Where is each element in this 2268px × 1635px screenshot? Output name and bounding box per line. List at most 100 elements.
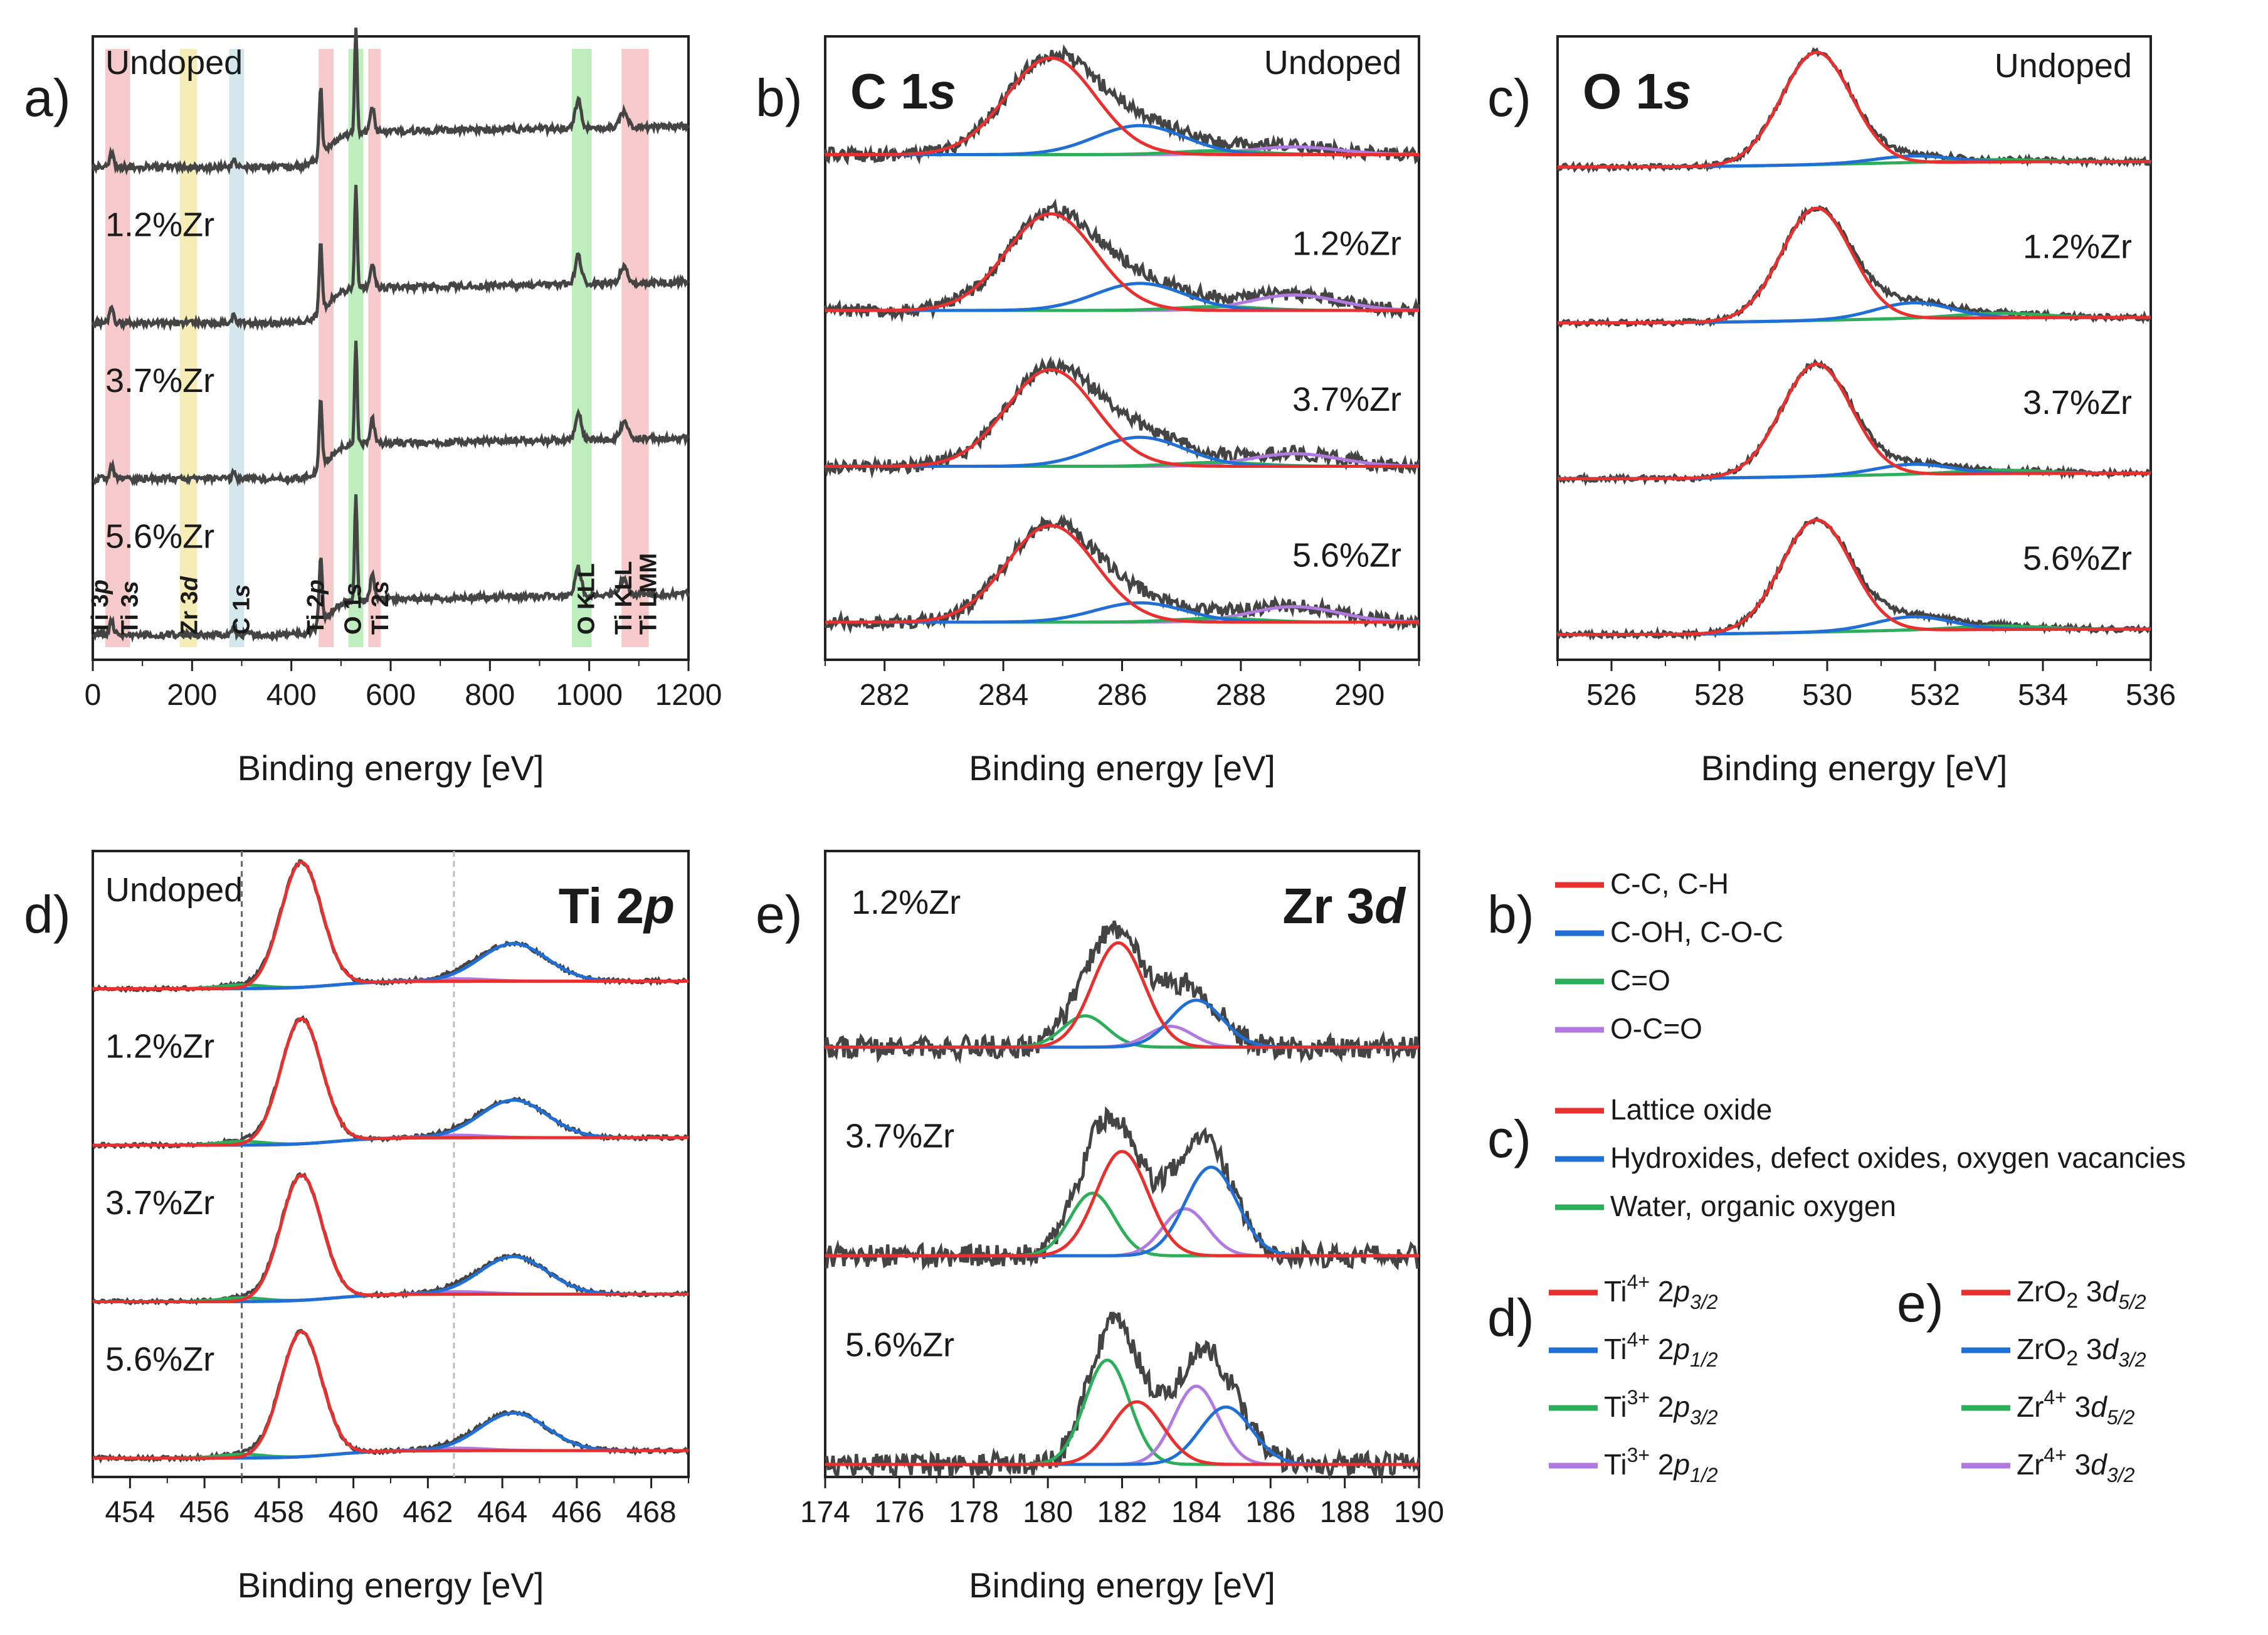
x-tick-label: 456 <box>179 1496 229 1529</box>
panel-label: a) <box>24 68 71 127</box>
x-tick-label: 288 <box>1216 679 1266 712</box>
sample-label: 1.2%Zr <box>2023 228 2132 266</box>
peak-label: O KLL <box>574 563 600 635</box>
x-tick-label: 178 <box>949 1496 999 1529</box>
x-tick-label: 600 <box>366 679 416 712</box>
panel-title: O 1s <box>1583 63 1691 119</box>
component-purple <box>825 1384 1419 1466</box>
region-blue <box>229 49 245 647</box>
survey-trace <box>92 494 690 643</box>
component-red <box>825 1400 1419 1466</box>
sample-label: 5.6%Zr <box>2023 540 2132 578</box>
legend-entry: ZrO2 3d5/2 <box>2017 1275 2146 1313</box>
x-tick-label: 1000 <box>556 679 623 712</box>
component-red <box>825 524 1419 624</box>
data-trace <box>823 44 1421 166</box>
peak-label: Ti 2s <box>367 581 394 635</box>
component-blue <box>825 1165 1419 1257</box>
data-trace <box>825 1106 1420 1271</box>
plot-frame <box>1556 35 2152 661</box>
data-trace <box>1556 516 2152 642</box>
sample-label: 3.7%Zr <box>105 1184 214 1222</box>
x-tick-label: 290 <box>1334 679 1385 712</box>
legend-entry: Ti4+ 2p1/2 <box>1604 1328 1718 1371</box>
component-red <box>825 1150 1419 1257</box>
x-tick-label: 466 <box>552 1496 602 1529</box>
x-tick-label: 186 <box>1245 1496 1295 1529</box>
x-tick-label: 464 <box>477 1496 527 1529</box>
sample-label: 1.2%Zr <box>105 206 214 244</box>
sample-label: 1.2%Zr <box>105 1028 214 1066</box>
x-axis-label: Binding energy [eV] <box>969 1565 1275 1605</box>
legend-entry: C-C, C-H <box>1610 867 1729 900</box>
data-trace <box>1557 204 2151 329</box>
sample-label: Undoped <box>105 871 243 909</box>
x-tick-label: 460 <box>329 1496 379 1529</box>
x-tick-label: 180 <box>1023 1496 1073 1529</box>
sample-label: 1.2%Zr <box>852 884 961 921</box>
component-red <box>1558 50 2151 169</box>
x-tick-label: 468 <box>626 1496 677 1529</box>
component-red <box>825 941 1419 1049</box>
x-tick-label: 454 <box>105 1496 155 1529</box>
sample-label: Undoped <box>1995 47 2132 85</box>
x-axis-label: Binding energy [eV] <box>1701 748 2008 788</box>
panel-label: b) <box>756 68 803 127</box>
sample-label: Undoped <box>105 44 243 82</box>
panel-title: C 1s <box>850 63 956 119</box>
survey-trace <box>91 28 690 176</box>
x-tick-label: 526 <box>1586 679 1637 712</box>
region-red <box>105 49 130 647</box>
sample-label: 3.7%Zr <box>1292 381 1401 418</box>
region-green <box>571 49 592 647</box>
sample-label: Undoped <box>1264 44 1401 82</box>
component-red <box>825 368 1419 468</box>
component-red <box>1558 362 2151 480</box>
peak-label: Zr 3d <box>176 576 203 635</box>
x-tick-label: 0 <box>85 679 102 712</box>
legend-entry: Zr4+ 3d5/2 <box>2017 1386 2135 1429</box>
x-tick-label: 800 <box>465 679 515 712</box>
x-tick-label: 200 <box>167 679 217 712</box>
survey-trace <box>91 184 690 332</box>
x-axis-label: Binding energy [eV] <box>238 1565 544 1605</box>
peak-label: Ti KLL <box>611 561 637 635</box>
legend-entry: Zr4+ 3d3/2 <box>2017 1444 2135 1486</box>
x-tick-label: 182 <box>1097 1496 1147 1529</box>
panel-label: d) <box>24 885 71 944</box>
component-red <box>1558 518 2151 637</box>
data-trace <box>823 198 1421 323</box>
legend-area: b) C-C, C-H C-OH, C-O-C C=O O-C=O c) Lattice o… <box>1487 867 2186 1486</box>
sample-label: 3.7%Zr <box>845 1118 954 1155</box>
survey-trace <box>92 341 690 487</box>
legend-entry: C=O <box>1610 964 1670 997</box>
x-tick-label: 400 <box>266 679 317 712</box>
panel-label: e) <box>756 885 803 944</box>
sample-label: 5.6%Zr <box>845 1326 954 1363</box>
x-tick-label: 462 <box>403 1496 453 1529</box>
legend-group-label: c) <box>1487 1109 1531 1168</box>
component-red <box>825 212 1419 312</box>
sample-label: 5.6%Zr <box>105 1341 214 1378</box>
region-red <box>368 49 381 647</box>
x-tick-label: 536 <box>2126 679 2176 712</box>
data-trace <box>823 920 1420 1064</box>
component-red <box>93 1173 688 1303</box>
region-yellow <box>179 49 198 647</box>
panel-a: 0 200 400 600 800 1000 1200 Binding energy [eV]… <box>24 28 722 788</box>
peak-label: O 1s <box>340 583 367 635</box>
legend-group-label: e) <box>1897 1274 1944 1333</box>
component-red <box>1558 206 2151 325</box>
component-red <box>93 1017 688 1147</box>
x-tick-label: 282 <box>860 679 910 712</box>
x-tick-label: 286 <box>1097 679 1147 712</box>
panel-b: 282 284 286 288 290 Binding energy [eV] b) C 1s… <box>756 35 1421 788</box>
legend-entry: Ti4+ 2p3/2 <box>1604 1271 1718 1313</box>
x-tick-label: 458 <box>254 1496 304 1529</box>
x-axis-label: Binding energy [eV] <box>969 748 1275 788</box>
legend-entry: Ti3+ 2p1/2 <box>1604 1444 1718 1486</box>
component-green <box>825 1191 1419 1257</box>
legend-entry: C-OH, C-O-C <box>1610 916 1783 948</box>
sample-label: 3.7%Zr <box>105 362 214 399</box>
